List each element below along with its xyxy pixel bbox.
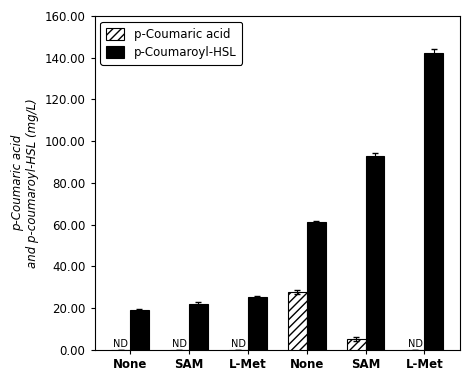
- Text: ND: ND: [407, 338, 422, 348]
- Legend: p-Coumaric acid, p-Coumaroyl-HSL: p-Coumaric acid, p-Coumaroyl-HSL: [100, 22, 242, 65]
- Bar: [347, 339, 365, 350]
- Bar: [248, 298, 267, 350]
- Text: ND: ND: [113, 338, 128, 348]
- Bar: [307, 222, 325, 350]
- Bar: [365, 156, 384, 350]
- Bar: [189, 304, 208, 350]
- Bar: [288, 292, 307, 350]
- Text: ND: ND: [172, 338, 187, 348]
- Bar: [424, 53, 443, 350]
- Text: ND: ND: [231, 338, 246, 348]
- Y-axis label: p-Coumaric acid
and p-coumaroyl-HSL (mg/L): p-Coumaric acid and p-coumaroyl-HSL (mg/…: [11, 98, 39, 268]
- Bar: [130, 310, 149, 350]
